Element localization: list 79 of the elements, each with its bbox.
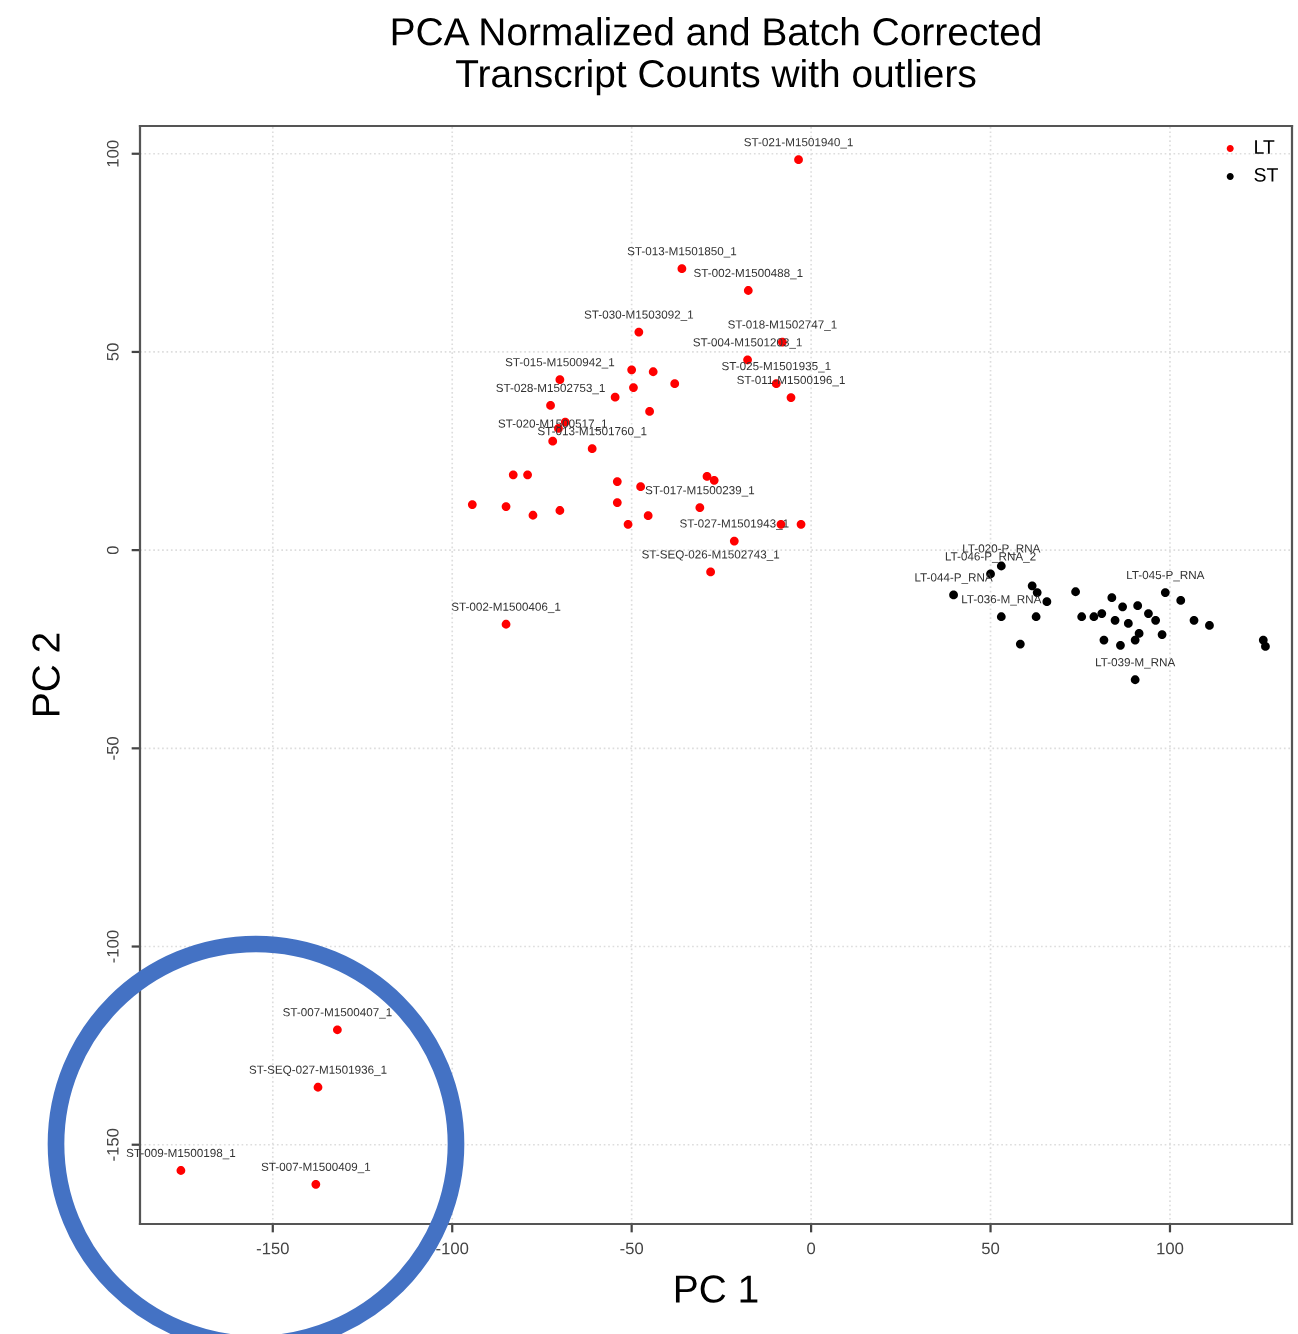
point (1042, 597, 1052, 607)
point (501, 502, 511, 511)
x-tick-label: 100 (1157, 1242, 1184, 1255)
point (176, 1166, 186, 1175)
y-tick-label: -150 (106, 1128, 119, 1161)
point (796, 519, 806, 529)
point (1151, 615, 1161, 625)
point (1189, 615, 1199, 625)
chart-title: PCA Normalized and Batch Corrected Transcript Counts with outliers (392, 17, 1040, 96)
point (786, 393, 796, 402)
y-tick-label: -50 (106, 736, 119, 760)
point (523, 470, 532, 480)
legend-label: LT (1255, 140, 1275, 154)
point (634, 327, 644, 337)
point (1077, 612, 1087, 622)
x-tick-label: 50 (981, 1242, 1000, 1255)
point (677, 264, 687, 274)
point (1107, 593, 1117, 603)
point (1027, 581, 1037, 591)
point (332, 1025, 342, 1035)
point (627, 365, 637, 375)
point (313, 1082, 323, 1092)
point (508, 470, 518, 480)
point (794, 155, 803, 165)
point (645, 407, 654, 416)
point (670, 379, 680, 389)
point (623, 519, 633, 529)
point (996, 612, 1006, 622)
point (1160, 588, 1170, 597)
point (949, 590, 958, 600)
point (311, 1179, 321, 1189)
point (1130, 675, 1140, 685)
y-tick-label: -100 (106, 930, 119, 963)
point (467, 500, 477, 509)
point (1205, 621, 1214, 630)
point (1261, 642, 1270, 651)
point (648, 367, 658, 377)
point (636, 482, 646, 492)
point (612, 477, 622, 486)
point (1099, 635, 1109, 645)
point (587, 444, 597, 454)
point (743, 286, 753, 295)
y-tick-label: 50 (106, 343, 119, 361)
point (702, 472, 712, 481)
point (1110, 615, 1120, 625)
point (1071, 587, 1080, 597)
point (1157, 630, 1167, 639)
point (1133, 601, 1143, 611)
point (1089, 612, 1099, 622)
legend-label: ST (1254, 167, 1278, 182)
x-tick-label: -50 (620, 1242, 644, 1255)
point (501, 619, 511, 629)
point (729, 536, 739, 546)
point (610, 392, 620, 402)
x-axis-title: PC 1 (675, 1275, 758, 1303)
point (528, 510, 538, 520)
point (1144, 609, 1153, 618)
y-axis-title: PC 2 (32, 633, 60, 716)
point (1176, 596, 1186, 605)
x-tick-label: 0 (807, 1242, 816, 1255)
point (1015, 639, 1025, 649)
point (612, 498, 622, 507)
point (1118, 602, 1127, 612)
point (555, 506, 565, 515)
point (1031, 612, 1041, 622)
y-tick-label: 0 (106, 546, 119, 555)
point (695, 503, 705, 513)
point (1116, 640, 1125, 650)
point (709, 475, 719, 485)
y-tick-label: 100 (106, 140, 119, 167)
point (546, 401, 555, 410)
point (629, 383, 638, 393)
point (1097, 609, 1107, 618)
point (706, 567, 716, 577)
x-tick-label: -150 (256, 1242, 289, 1255)
point (1134, 628, 1144, 638)
x-tick-label: -100 (436, 1242, 469, 1255)
point (643, 511, 653, 521)
point (1123, 619, 1133, 628)
